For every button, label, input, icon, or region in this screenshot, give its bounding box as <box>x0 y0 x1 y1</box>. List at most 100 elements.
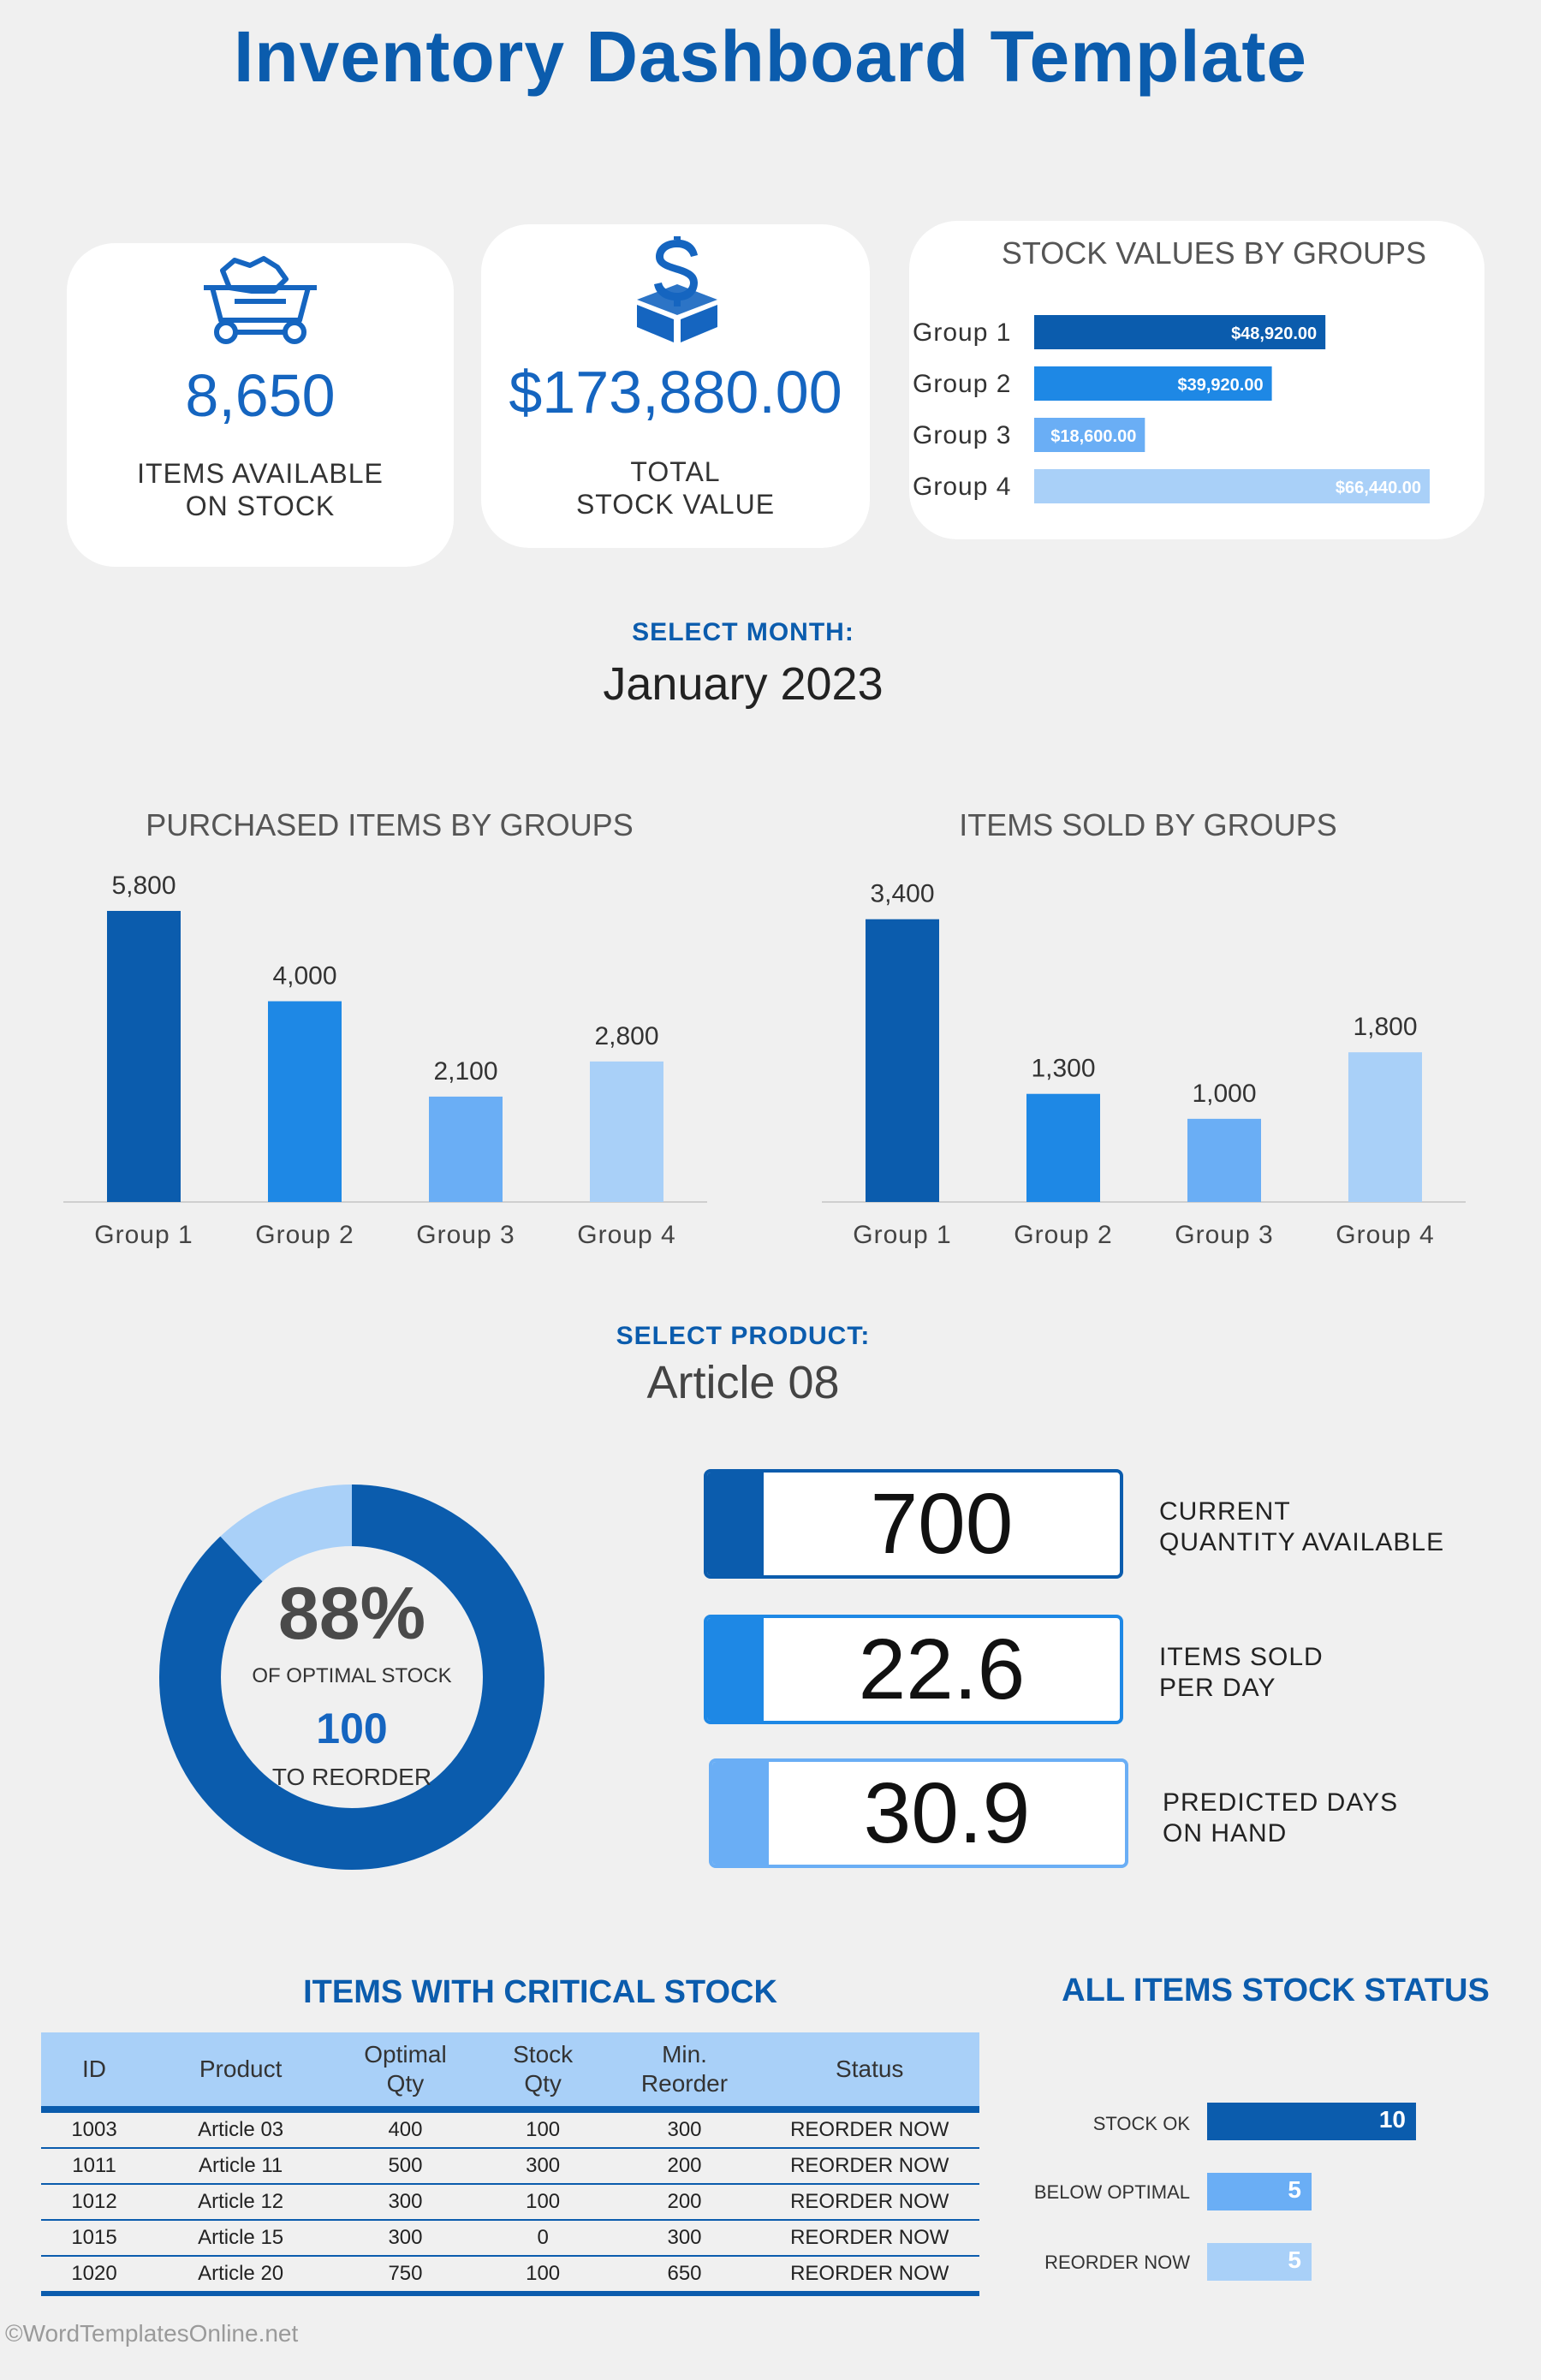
predicted-days-value: 30.9 <box>863 1765 1031 1861</box>
cell-min-reorder: 200 <box>609 2184 760 2221</box>
data-label: 3,400 <box>870 880 934 908</box>
current-quantity-label-1: CURRENT <box>1159 1497 1291 1526</box>
cell-min-reorder: 650 <box>609 2256 760 2296</box>
data-label: 5,800 <box>111 872 176 900</box>
cell-id: 1012 <box>41 2184 148 2221</box>
select-product-label: SELECT PRODUCT: <box>616 1322 871 1350</box>
col-id: ID <box>41 2032 148 2113</box>
category-label: Group 1 <box>94 1221 193 1249</box>
status-value-stock-ok: 10 <box>1378 2106 1406 2133</box>
total-stock-value-card: $173,880.00 TOTAL STOCK VALUE <box>481 224 870 548</box>
cell-stock: 100 <box>476 2256 610 2296</box>
cell-optimal: 300 <box>334 2220 477 2257</box>
cell-id: 1015 <box>41 2220 148 2257</box>
current-quantity-label-2: QUANTITY AVAILABLE <box>1159 1528 1445 1556</box>
critical-stock-table-wrap: ID Product Optimal Qty Stock Qty Min. Re… <box>41 2032 979 2296</box>
critical-stock-title: ITEMS WITH CRITICAL STOCK <box>303 1974 777 2010</box>
total-stock-value-label-1: TOTAL <box>630 456 721 487</box>
mine-cart-icon <box>204 256 317 344</box>
table-row: 1003 Article 03 400 100 300 REORDER NOW <box>41 2109 979 2149</box>
cell-status: REORDER NOW <box>759 2184 979 2221</box>
category-label: Group 3 <box>913 421 1011 449</box>
footer-credit: ©WordTemplatesOnline.net <box>5 2320 299 2347</box>
chart-title: ITEMS SOLD BY GROUPS <box>959 808 1336 842</box>
cell-status: REORDER NOW <box>759 2148 979 2185</box>
category-label: Group 4 <box>1336 1221 1434 1249</box>
chart-title: PURCHASED ITEMS BY GROUPS <box>146 808 633 842</box>
cell-min-reorder: 300 <box>609 2109 760 2149</box>
bar <box>590 1061 663 1202</box>
data-label: 1,300 <box>1031 1055 1095 1083</box>
items-available-label-2: ON STOCK <box>185 491 336 521</box>
donut-percent: 88% <box>277 1573 426 1655</box>
status-bar-stock-ok: 10 <box>1207 2103 1416 2140</box>
stock-values-chart: STOCK VALUES BY GROUPS Group 1 $48,920.00 G… <box>913 235 1430 503</box>
month-value[interactable]: January 2023 <box>603 658 884 710</box>
donut-arc <box>159 1485 544 1870</box>
cell-product: Article 12 <box>147 2184 335 2221</box>
items-available-value: 8,650 <box>185 362 336 429</box>
reorder-value: 100 <box>316 1705 388 1752</box>
data-label: $66,440.00 <box>1336 479 1421 497</box>
table-row: 1020 Article 20 750 100 650 REORDER NOW <box>41 2256 979 2296</box>
bar <box>866 919 939 1202</box>
data-label: $18,600.00 <box>1050 427 1136 446</box>
category-label: Group 2 <box>913 370 1011 398</box>
cell-id: 1020 <box>41 2256 148 2296</box>
cell-status: REORDER NOW <box>759 2109 979 2149</box>
purchased-chart: PURCHASED ITEMS BY GROUPS 5,800 Group 1 4,0… <box>63 807 707 1249</box>
bar <box>1034 315 1326 349</box>
data-label: 2,100 <box>433 1057 497 1086</box>
bar <box>268 1001 342 1202</box>
bar <box>429 1096 503 1202</box>
data-label: 1,800 <box>1353 1013 1417 1041</box>
stock-status-title: ALL ITEMS STOCK STATUS <box>1062 1972 1490 2008</box>
dollar-box-icon <box>637 236 717 342</box>
cell-status: REORDER NOW <box>759 2220 979 2257</box>
col-stock-qty: Stock Qty <box>476 2032 610 2113</box>
chart-title: STOCK VALUES BY GROUPS <box>1002 235 1426 271</box>
col-min-reorder: Min. Reorder <box>609 2032 760 2113</box>
product-value[interactable]: Article 08 <box>646 1357 840 1408</box>
total-stock-value-value: $173,880.00 <box>509 359 842 425</box>
bar <box>1034 418 1145 452</box>
bar <box>1034 469 1430 503</box>
reorder-label: TO REORDER <box>271 1764 432 1790</box>
items-sold-per-day-box: 22.6 <box>704 1615 1123 1724</box>
total-stock-value-label-2: STOCK VALUE <box>575 489 776 520</box>
cell-stock: 100 <box>476 2184 610 2221</box>
page-title: Inventory Dashboard Template <box>233 16 1308 97</box>
status-value-below-optimal: 5 <box>1288 2176 1301 2203</box>
bar <box>1348 1052 1422 1202</box>
bar <box>1026 1093 1100 1202</box>
col-status: Status <box>759 2032 979 2113</box>
data-label: $48,920.00 <box>1231 324 1317 343</box>
bar <box>107 911 181 1202</box>
table-header-row: ID Product Optimal Qty Stock Qty Min. Re… <box>41 2032 979 2113</box>
cell-id: 1011 <box>41 2148 148 2185</box>
category-label: Group 2 <box>1014 1221 1112 1249</box>
cell-stock: 0 <box>476 2220 610 2257</box>
table-row: 1011 Article 11 500 300 200 REORDER NOW <box>41 2148 979 2185</box>
items-sold-per-day-label-1: ITEMS SOLD <box>1159 1643 1324 1671</box>
cell-optimal: 750 <box>334 2256 477 2296</box>
sold-chart: ITEMS SOLD BY GROUPS 3,400 Group 1 1,300 Gro… <box>822 807 1466 1249</box>
cell-min-reorder: 200 <box>609 2148 760 2185</box>
status-value-reorder-now: 5 <box>1288 2246 1301 2273</box>
col-product: Product <box>147 2032 335 2113</box>
cell-stock: 300 <box>476 2148 610 2185</box>
cell-status: REORDER NOW <box>759 2256 979 2296</box>
cell-product: Article 15 <box>147 2220 335 2257</box>
cell-product: Article 20 <box>147 2256 335 2296</box>
table-row: 1012 Article 12 300 100 200 REORDER NOW <box>41 2184 979 2221</box>
cell-stock: 100 <box>476 2109 610 2149</box>
cell-optimal: 300 <box>334 2184 477 2221</box>
data-label: $39,920.00 <box>1177 376 1263 395</box>
cell-optimal: 400 <box>334 2109 477 2149</box>
cell-product: Article 11 <box>147 2148 335 2185</box>
category-label: Group 2 <box>255 1221 354 1249</box>
current-quantity-value: 700 <box>870 1476 1014 1572</box>
predicted-days-label-1: PREDICTED DAYS <box>1163 1788 1399 1817</box>
items-sold-per-day-value: 22.6 <box>858 1621 1026 1717</box>
data-label: 2,800 <box>594 1022 658 1050</box>
